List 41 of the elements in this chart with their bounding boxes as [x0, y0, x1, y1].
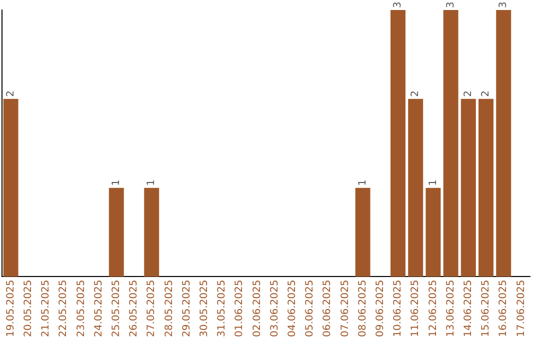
- x-tick-label: 10.06.2025: [392, 280, 404, 338]
- x-tick-label: 03.06.2025: [269, 280, 280, 338]
- x-tick-label: 05.06.2025: [304, 280, 316, 338]
- x-tick-label: 24.05.2025: [93, 280, 104, 338]
- data-label: 3: [498, 2, 510, 8]
- x-tick-label: 21.05.2025: [40, 280, 52, 338]
- data-label: 2: [480, 90, 492, 97]
- x-tick-label: 29.05.2025: [181, 280, 192, 338]
- x-tick-label: 08.06.2025: [357, 280, 368, 338]
- data-label: 1: [428, 179, 439, 186]
- x-tick-label: 20.05.2025: [22, 280, 34, 338]
- x-tick-label: 28.05.2025: [164, 280, 175, 338]
- x-tick-label: 27.05.2025: [146, 280, 158, 338]
- x-tick-label: 12.06.2025: [428, 280, 439, 338]
- x-tick-label: 11.06.2025: [410, 280, 422, 338]
- data-label: 2: [462, 90, 474, 97]
- data-label: 2: [410, 90, 422, 97]
- x-tick-label: 31.05.2025: [216, 280, 228, 338]
- data-label: 1: [146, 179, 158, 186]
- data-label: 3: [392, 2, 404, 8]
- x-tick-label: 30.05.2025: [198, 280, 210, 338]
- x-tick-label: 25.05.2025: [110, 280, 122, 338]
- x-tick-label: 02.06.2025: [252, 280, 263, 338]
- x-tick-label: 01.06.2025: [234, 280, 246, 338]
- x-tick-label: 26.05.2025: [128, 280, 140, 338]
- x-tick-label: 04.06.2025: [286, 280, 298, 338]
- x-tick-label: 23.05.2025: [76, 280, 87, 338]
- x-tick-label: 15.06.2025: [480, 280, 492, 338]
- x-tick-label: 14.06.2025: [462, 280, 474, 338]
- data-label: 2: [5, 90, 16, 97]
- x-tick-label: 13.06.2025: [445, 280, 456, 338]
- x-tick-label: 06.06.2025: [322, 280, 334, 338]
- x-tick-label: 19.05.2025: [5, 280, 16, 338]
- x-tick-label: 07.06.2025: [340, 280, 351, 338]
- data-label: 3: [445, 2, 456, 8]
- x-tick-label: 22.05.2025: [58, 280, 70, 338]
- data-label: 1: [110, 179, 122, 186]
- data-label: 1: [357, 179, 368, 186]
- x-tick-label: 17.06.2025: [516, 280, 527, 338]
- x-tick-label: 09.06.2025: [374, 280, 386, 338]
- x-tick-label: 16.06.2025: [498, 280, 510, 338]
